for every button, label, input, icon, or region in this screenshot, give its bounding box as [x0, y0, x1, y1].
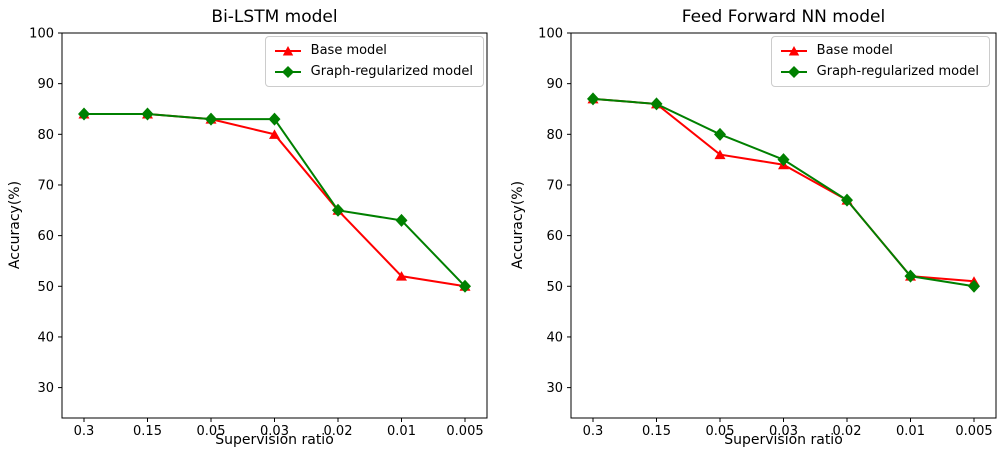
plot-canvas: 30 40 50 60 70 80 90 100 0.3 0.15 0.05 0.03 0.02 0.01…: [29, 27, 488, 439]
x-tick-label: 0.02: [833, 424, 862, 439]
legend: Base model Graph-regularized model: [264, 36, 484, 87]
legend-item-base-model: Base model: [780, 42, 979, 60]
data-point-marker: [714, 127, 726, 141]
plot-title: Bi-LSTM model: [211, 7, 338, 27]
x-tick-label: 0.005: [955, 424, 992, 439]
x-axis-label: Supervision ratio: [215, 432, 334, 448]
plot-title: Feed Forward NN model: [681, 7, 886, 27]
y-tick-label: 30: [37, 381, 54, 396]
y-tick-label: 100: [29, 27, 54, 42]
series-line: [84, 113, 466, 288]
x-tick-label: 0.15: [642, 424, 671, 439]
line-diamond-marker-icon: [780, 66, 807, 78]
y-tick-label: 30: [546, 381, 563, 396]
x-tick-label: 0.05: [706, 424, 735, 439]
x-tick-label: 0.05: [197, 424, 226, 439]
axes-frame: [570, 32, 997, 419]
data-point-marker: [395, 213, 408, 227]
x-tick-label: 0.005: [446, 424, 483, 439]
legend-item-base-model: Base model: [274, 42, 473, 60]
line-triangle-marker-icon: [780, 46, 807, 56]
legend: Base model Graph-regularized model: [770, 36, 990, 87]
series-line: [84, 113, 466, 287]
x-axis-label: Supervision ratio: [724, 432, 843, 448]
subplot-feed-forward-nn: Feed Forward NN model Accuracy(%) 30 40 50…: [503, 0, 1006, 470]
y-tick-label: 50: [546, 280, 563, 295]
x-tick-label: 0.01: [387, 424, 416, 439]
y-tick-label: 50: [37, 280, 54, 295]
data-point-marker: [78, 107, 90, 121]
plot-canvas: 30 40 50 60 70 80 90 100 0.3 0.15 0.05 0.03 0.02 0.01…: [538, 27, 997, 439]
x-tick-label: 0.3: [74, 424, 95, 439]
data-point-marker: [205, 112, 217, 126]
x-tick-label: 0.01: [896, 424, 925, 439]
legend-item-graph-regularized: Graph-regularized model: [274, 63, 473, 81]
y-tick-label: 90: [37, 77, 54, 92]
legend-label: Graph-regularized model: [310, 64, 473, 79]
series-line: [592, 97, 975, 283]
line-diamond-marker-icon: [274, 66, 301, 78]
legend-label: Base model: [310, 43, 387, 58]
data-point-marker: [396, 271, 407, 281]
legend-label: Graph-regularized model: [816, 64, 979, 79]
data-point-marker: [968, 279, 980, 293]
y-tick-label: 90: [546, 77, 563, 92]
data-point-marker: [841, 193, 853, 207]
axes-frame: [61, 32, 488, 419]
x-tick-label: 0.3: [583, 424, 604, 439]
y-tick-label: 40: [546, 330, 563, 345]
y-tick-label: 100: [538, 27, 563, 42]
x-tick-label: 0.03: [260, 424, 289, 439]
legend-item-graph-regularized: Graph-regularized model: [780, 63, 979, 81]
data-point-marker: [269, 129, 280, 139]
data-point-marker: [904, 269, 917, 283]
data-point-marker: [332, 203, 344, 217]
data-point-marker: [459, 279, 471, 293]
data-point-marker: [650, 97, 663, 111]
y-tick-label: 60: [37, 229, 54, 244]
y-tick-label: 80: [546, 128, 563, 143]
subplot-bi-lstm: Bi-LSTM model Accuracy(%) 30 40 50 60 70 80 90…: [7, 7, 488, 448]
data-point-marker: [587, 92, 599, 106]
data-point-marker: [714, 149, 726, 160]
data-point-marker: [777, 153, 790, 167]
line-triangle-marker-icon: [274, 46, 301, 56]
legend-label: Base model: [816, 43, 893, 58]
x-tick-label: 0.02: [324, 424, 353, 439]
x-tick-label: 0.03: [769, 424, 798, 439]
x-tick-label: 0.15: [133, 424, 162, 439]
series-line: [592, 97, 975, 288]
y-tick-label: 60: [546, 229, 563, 244]
data-point-marker: [268, 112, 281, 126]
data-point-marker: [141, 107, 154, 121]
y-tick-label: 70: [546, 178, 563, 193]
y-tick-label: 80: [37, 128, 54, 143]
y-tick-label: 40: [37, 330, 54, 345]
y-tick-label: 70: [37, 178, 54, 193]
